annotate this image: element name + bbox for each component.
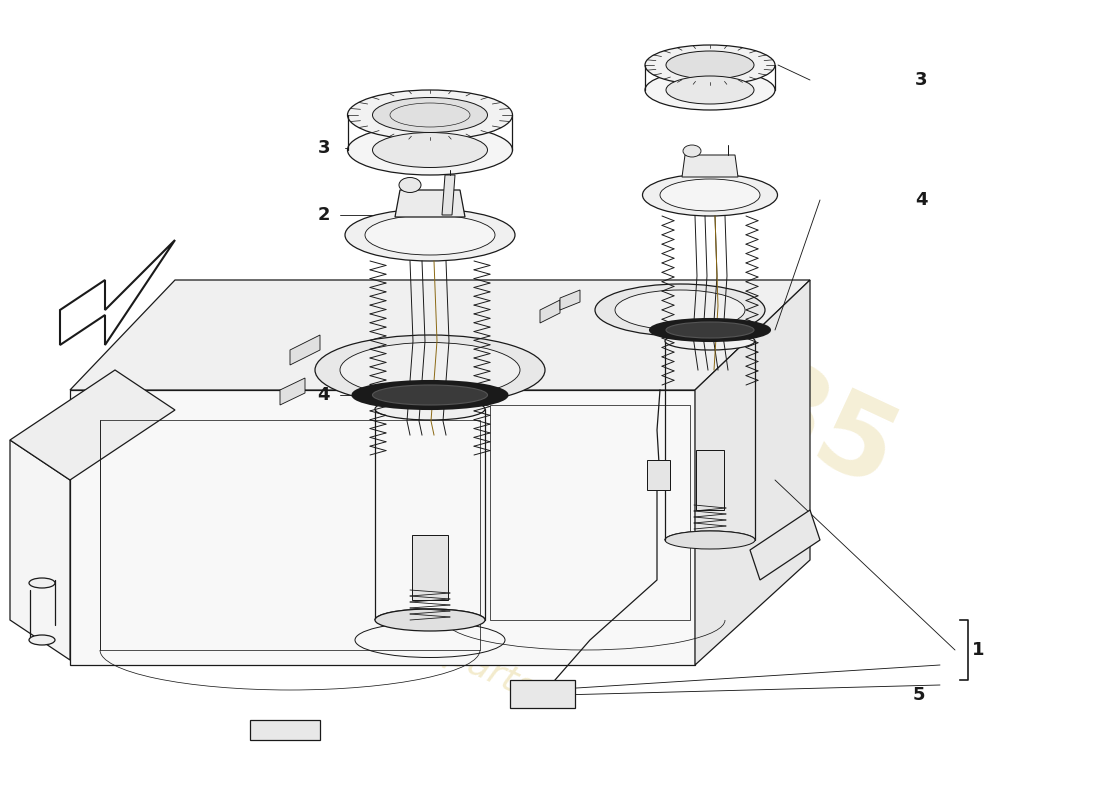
Polygon shape (412, 535, 448, 600)
Ellipse shape (666, 51, 754, 79)
Ellipse shape (373, 133, 487, 167)
Ellipse shape (345, 209, 515, 261)
Ellipse shape (399, 178, 421, 193)
Ellipse shape (348, 125, 513, 175)
Text: 85: 85 (727, 349, 913, 511)
Text: 1: 1 (972, 641, 984, 659)
Text: 3: 3 (318, 139, 330, 157)
Text: 4: 4 (318, 386, 330, 404)
Ellipse shape (373, 385, 487, 405)
Ellipse shape (666, 322, 754, 338)
Ellipse shape (595, 284, 764, 336)
Text: 4: 4 (915, 191, 927, 209)
Ellipse shape (660, 179, 760, 211)
Polygon shape (510, 680, 575, 708)
Polygon shape (540, 300, 560, 323)
Ellipse shape (348, 90, 513, 140)
Ellipse shape (340, 342, 520, 398)
Ellipse shape (615, 290, 745, 330)
Polygon shape (695, 280, 810, 665)
Polygon shape (647, 460, 670, 490)
Text: 3: 3 (915, 71, 927, 89)
Polygon shape (290, 335, 320, 365)
Text: 5: 5 (913, 686, 925, 704)
Polygon shape (560, 290, 580, 310)
Ellipse shape (666, 332, 755, 350)
Polygon shape (280, 378, 305, 405)
Polygon shape (70, 390, 695, 665)
Ellipse shape (29, 635, 55, 645)
Polygon shape (10, 370, 175, 480)
Ellipse shape (645, 45, 775, 85)
Polygon shape (10, 440, 70, 660)
Ellipse shape (375, 609, 485, 631)
Ellipse shape (365, 215, 495, 255)
Ellipse shape (375, 398, 485, 420)
Ellipse shape (650, 319, 770, 341)
Polygon shape (250, 720, 320, 740)
Ellipse shape (373, 98, 487, 133)
Polygon shape (395, 190, 465, 217)
Ellipse shape (642, 174, 778, 216)
Polygon shape (682, 155, 738, 177)
Polygon shape (60, 240, 175, 345)
Ellipse shape (666, 76, 754, 104)
Polygon shape (696, 450, 724, 510)
Polygon shape (750, 510, 820, 580)
Ellipse shape (683, 145, 701, 157)
Ellipse shape (315, 335, 544, 405)
Polygon shape (442, 175, 455, 215)
Text: a passion for parts: a passion for parts (220, 534, 540, 706)
Text: europes: europes (146, 413, 494, 627)
Text: 2: 2 (318, 206, 330, 224)
Ellipse shape (29, 578, 55, 588)
Ellipse shape (352, 381, 507, 409)
Ellipse shape (666, 531, 755, 549)
Ellipse shape (645, 70, 775, 110)
Polygon shape (70, 280, 810, 390)
